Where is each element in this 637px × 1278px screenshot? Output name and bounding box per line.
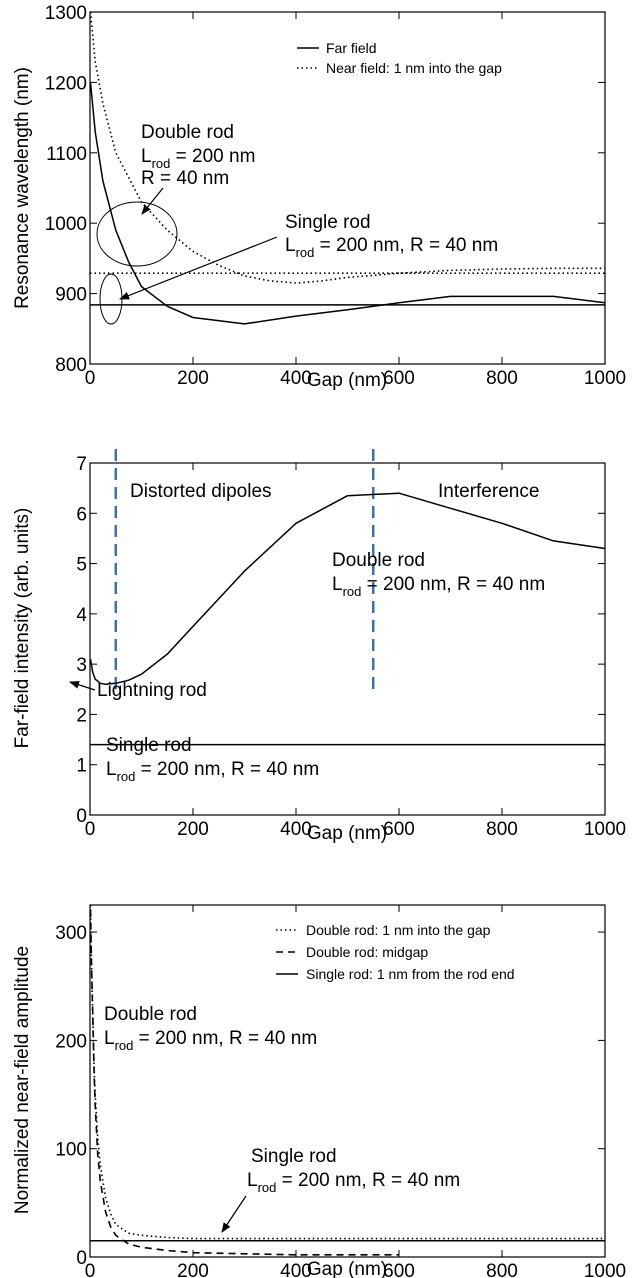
y-tick-label: 7 xyxy=(76,454,87,475)
legend-label-single-rod: Single rod: 1 nm from the rod end xyxy=(306,966,515,982)
tick-labels: 0 200 400 600 800 1000 0 100 200 300 xyxy=(55,923,626,1278)
annotation-double-rod: Double rod xyxy=(332,550,425,571)
y-axis-label: Normalized near-field amplitude xyxy=(12,946,33,1214)
x-tick-label: 1000 xyxy=(584,368,626,389)
y-tick-label: 1100 xyxy=(46,144,87,165)
legend: Double rod: 1 nm into the gap Double rod… xyxy=(276,922,515,982)
highlight-ellipse-large xyxy=(96,201,178,267)
x-tick-label: 800 xyxy=(486,1261,518,1278)
y-tick-label: 900 xyxy=(55,285,87,306)
legend: Far field Near field: 1 nm into the gap xyxy=(297,40,502,76)
x-tick-label: 600 xyxy=(383,819,415,840)
y-axis-label: Resonance wavelength (nm) xyxy=(12,67,33,309)
arrow-double-rod xyxy=(141,187,164,215)
x-tick-label: 0 xyxy=(85,368,96,389)
annotation-single-rod-param: Lrod = 200 nm, R = 40 nm xyxy=(285,235,498,260)
series-line-double-rod xyxy=(89,492,606,686)
series-lines xyxy=(89,904,605,1256)
x-tick-label: 800 xyxy=(486,368,518,389)
y-tick-label: 100 xyxy=(55,1140,87,1161)
series-lines xyxy=(89,492,606,746)
x-tick-label: 1000 xyxy=(584,1261,626,1278)
arrow-lightning-rod xyxy=(69,680,96,691)
annotation-double-rod-param: Lrod = 200 nm xyxy=(141,146,255,171)
y-tick-label: 2 xyxy=(76,705,87,726)
x-tick-label: 200 xyxy=(177,368,209,389)
series-lines xyxy=(89,11,606,325)
highlight-ellipse-small xyxy=(99,273,123,325)
tick-marks xyxy=(89,462,606,816)
regime-divider-lines xyxy=(114,449,375,693)
panel-near-field-amplitude: 0 200 400 600 800 1000 0 100 200 300 Gap (nm) Nor… xyxy=(12,904,626,1278)
legend-label-far-field: Far field xyxy=(326,40,377,56)
y-tick-label: 1 xyxy=(76,756,87,777)
annotation-single-rod: Single rod xyxy=(285,212,371,233)
series-line-far-field xyxy=(89,82,606,325)
x-tick-label: 800 xyxy=(486,819,518,840)
annotation-double-rod: Double rod xyxy=(104,1004,197,1025)
annotation-single-rod-param: Lrod = 200 nm, R = 40 nm xyxy=(106,759,319,784)
panel-far-field-intensity: 0 200 400 600 800 1000 0 1 2 3 4 5 6 7 Gap (nm) Far-f… xyxy=(12,449,626,844)
y-tick-label: 4 xyxy=(76,605,87,626)
x-tick-label: 200 xyxy=(177,819,209,840)
x-axis-label: Gap (nm) xyxy=(307,823,387,844)
annotation-lightning-rod: Lightning rod xyxy=(97,680,207,701)
annotation-double-rod: Double rod xyxy=(141,122,234,143)
annotation-interference: Interference xyxy=(438,481,539,502)
x-tick-label: 1000 xyxy=(584,819,626,840)
y-tick-label: 0 xyxy=(76,806,87,827)
y-tick-label: 1000 xyxy=(45,214,87,235)
x-tick-label: 0 xyxy=(85,1261,96,1278)
series-line-double-rod-midgap xyxy=(89,910,399,1256)
x-axis-label: Gap (nm) xyxy=(307,1259,387,1278)
tick-labels: 0 200 400 600 800 1000 800 900 1000 1100 1200 1300 xyxy=(45,3,626,389)
annotation-single-rod: Single rod xyxy=(106,735,192,756)
y-tick-label: 300 xyxy=(55,923,87,944)
y-tick-label: 1200 xyxy=(45,73,87,94)
annotation-single-rod: Single rod xyxy=(251,1146,337,1167)
annotation-double-rod-radius: R = 40 nm xyxy=(141,168,229,189)
panel-resonance-wavelength: 0 200 400 600 800 10008009001000110012001300 … xyxy=(12,3,626,391)
x-tick-label: 0 xyxy=(85,819,96,840)
y-tick-label: 800 xyxy=(55,355,87,376)
legend-label-double-rod-midgap: Double rod: midgap xyxy=(306,944,428,960)
annotation-double-rod-param: Lrod = 200 nm, R = 40 nm xyxy=(104,1028,317,1053)
plot-frame xyxy=(89,904,606,1258)
y-tick-label: 1300 xyxy=(45,3,87,24)
y-axis-label: Far-field intensity (arb. units) xyxy=(12,508,33,749)
x-tick-label: 400 xyxy=(280,819,312,840)
legend-label-near-field: Near field: 1 nm into the gap xyxy=(326,60,502,76)
x-tick-label: 400 xyxy=(280,1261,312,1278)
plot-frame xyxy=(89,11,606,365)
annotation-double-rod-param: Lrod = 200 nm, R = 40 nm xyxy=(332,574,545,599)
y-tick-label: 6 xyxy=(76,504,87,525)
legend-label-double-rod-gap: Double rod: 1 nm into the gap xyxy=(306,922,491,938)
tick-labels: 0 200 400 600 800 1000 0 1 2 3 4 5 6 7 xyxy=(76,454,626,840)
x-axis-label: Gap (nm) xyxy=(307,370,387,391)
tick-marks xyxy=(89,11,606,365)
annotation-single-rod-param: Lrod = 200 nm, R = 40 nm xyxy=(247,1170,460,1195)
x-tick-label: 200 xyxy=(177,1261,209,1278)
x-tick-label: 600 xyxy=(383,1261,415,1278)
series-line-double-rod-1-nm-into-the-gap xyxy=(89,904,605,1240)
y-tick-label: 5 xyxy=(76,555,87,576)
y-tick-label: 200 xyxy=(55,1031,87,1052)
arrow-single-rod xyxy=(119,236,278,300)
annotation-distorted-dipoles: Distorted dipoles xyxy=(130,481,272,502)
arrow-single-rod xyxy=(221,1195,247,1233)
x-tick-label: 400 xyxy=(280,368,312,389)
plot-frame xyxy=(89,462,606,816)
y-tick-label: 0 xyxy=(76,1248,87,1269)
x-tick-label: 600 xyxy=(383,368,415,389)
y-tick-label: 3 xyxy=(76,655,87,676)
